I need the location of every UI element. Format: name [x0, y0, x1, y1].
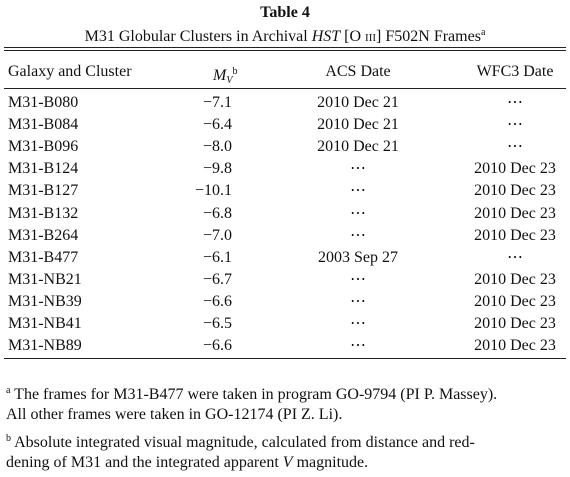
caption-smallcaps: III [365, 32, 377, 44]
table-caption: M31 Globular Clusters in Archival HST [O… [0, 24, 570, 47]
acs-date-cell: ⋯ [350, 292, 366, 310]
footnote: All other frames were taken in GO-12174 … [6, 406, 343, 423]
magnitude-cell: −6.4 [202, 116, 232, 134]
acs-date-cell: ⋯ [350, 315, 366, 332]
caption-text: ] F502N Frames [376, 28, 481, 45]
acs-date-cell: ⋯ [350, 182, 366, 200]
header-cell: WFC3 Date [476, 63, 554, 80]
cluster-cell: M31-B096 [8, 138, 79, 156]
cluster-cell: M31-B084 [8, 116, 79, 134]
magnitude-cell: −6.7 [202, 270, 232, 288]
header-symbol: M [213, 67, 227, 84]
cluster-cell: M31-NB41 [8, 315, 82, 332]
magnitude-cell: −8.0 [202, 138, 232, 156]
header-cell: ACS Date [325, 63, 391, 80]
footnote-text: magnitude. [292, 454, 369, 471]
cluster-cell: M31-NB39 [8, 292, 82, 310]
acs-date-cell: ⋯ [350, 337, 366, 355]
cluster-cell: M31-NB21 [8, 270, 82, 288]
cluster-cell: M31-B132 [8, 204, 79, 222]
magnitude-cell: −6.6 [202, 337, 232, 355]
footnote: a The frames for M31-B477 were taken in … [6, 382, 497, 404]
caption-text: [O [340, 28, 366, 45]
cluster-cell: M31-B124 [8, 160, 79, 178]
wfc3-date-cell: 2010 Dec 23 [474, 292, 556, 310]
footnote-italic: V [282, 454, 293, 471]
footnote: b Absolute integrated visual magnitude, … [6, 430, 475, 452]
wfc3-date-cell: 2010 Dec 23 [474, 315, 556, 332]
magnitude-cell: −7.0 [202, 226, 232, 244]
caption-note: a [480, 27, 486, 38]
wfc3-date-cell: 2010 Dec 23 [474, 337, 556, 355]
acs-date-cell: 2010 Dec 21 [317, 94, 399, 111]
acs-date-cell: ⋯ [350, 160, 366, 178]
wfc3-date-cell: 2010 Dec 23 [474, 270, 556, 288]
caption-italic: HST [311, 28, 341, 45]
footnote-marker: b [6, 433, 11, 444]
footnote: dening of M31 and the integrated apparen… [6, 454, 368, 472]
header-rule [4, 88, 566, 89]
caption-text: M31 Globular Clusters in Archival [84, 28, 312, 45]
wfc3-date-cell: ⋯ [507, 248, 523, 266]
magnitude-cell: −6.8 [202, 204, 232, 222]
acs-date-cell: ⋯ [350, 226, 366, 244]
cluster-cell: M31-B264 [8, 226, 79, 244]
top-rule [4, 47, 566, 48]
wfc3-date-cell: ⋯ [507, 116, 523, 134]
wfc3-date-cell: ⋯ [507, 138, 523, 156]
magnitude-cell: −6.5 [202, 315, 232, 332]
footnote-text: dening of M31 and the integrated apparen… [6, 454, 283, 471]
wfc3-date-cell: 2010 Dec 23 [474, 160, 556, 178]
magnitude-cell: −10.1 [194, 182, 232, 200]
footnote-text: Absolute integrated visual magnitude, ca… [14, 434, 475, 451]
wfc3-date-cell: 2010 Dec 23 [474, 204, 556, 222]
header-cell: Galaxy and Cluster [8, 63, 132, 80]
top-rule [4, 50, 566, 51]
cluster-cell: M31-B477 [8, 248, 79, 266]
cluster-cell: M31-NB89 [8, 337, 82, 355]
acs-date-cell: 2010 Dec 21 [317, 138, 399, 156]
wfc3-date-cell: ⋯ [507, 94, 523, 111]
wfc3-date-cell: 2010 Dec 23 [474, 182, 556, 200]
table-title: Table 4 [260, 4, 310, 21]
wfc3-date-cell: 2010 Dec 23 [474, 226, 556, 244]
cluster-cell: M31-B127 [8, 182, 79, 200]
acs-date-cell: 2003 Sep 27 [318, 248, 398, 266]
header-sub: V [226, 75, 233, 86]
header-note: b [232, 66, 238, 77]
magnitude-cell: −9.8 [202, 160, 232, 178]
cluster-cell: M31-B080 [8, 94, 79, 111]
footnote-marker: a [6, 385, 11, 396]
acs-date-cell: ⋯ [350, 204, 366, 222]
header-cell: MVb [213, 63, 237, 90]
bottom-rule [4, 358, 566, 359]
acs-date-cell: 2010 Dec 21 [317, 116, 399, 134]
footnote-text: The frames for M31-B477 were taken in pr… [14, 386, 498, 403]
magnitude-cell: −6.6 [202, 292, 232, 310]
acs-date-cell: ⋯ [350, 270, 366, 288]
magnitude-cell: −6.1 [202, 248, 232, 266]
magnitude-cell: −7.1 [202, 94, 232, 111]
